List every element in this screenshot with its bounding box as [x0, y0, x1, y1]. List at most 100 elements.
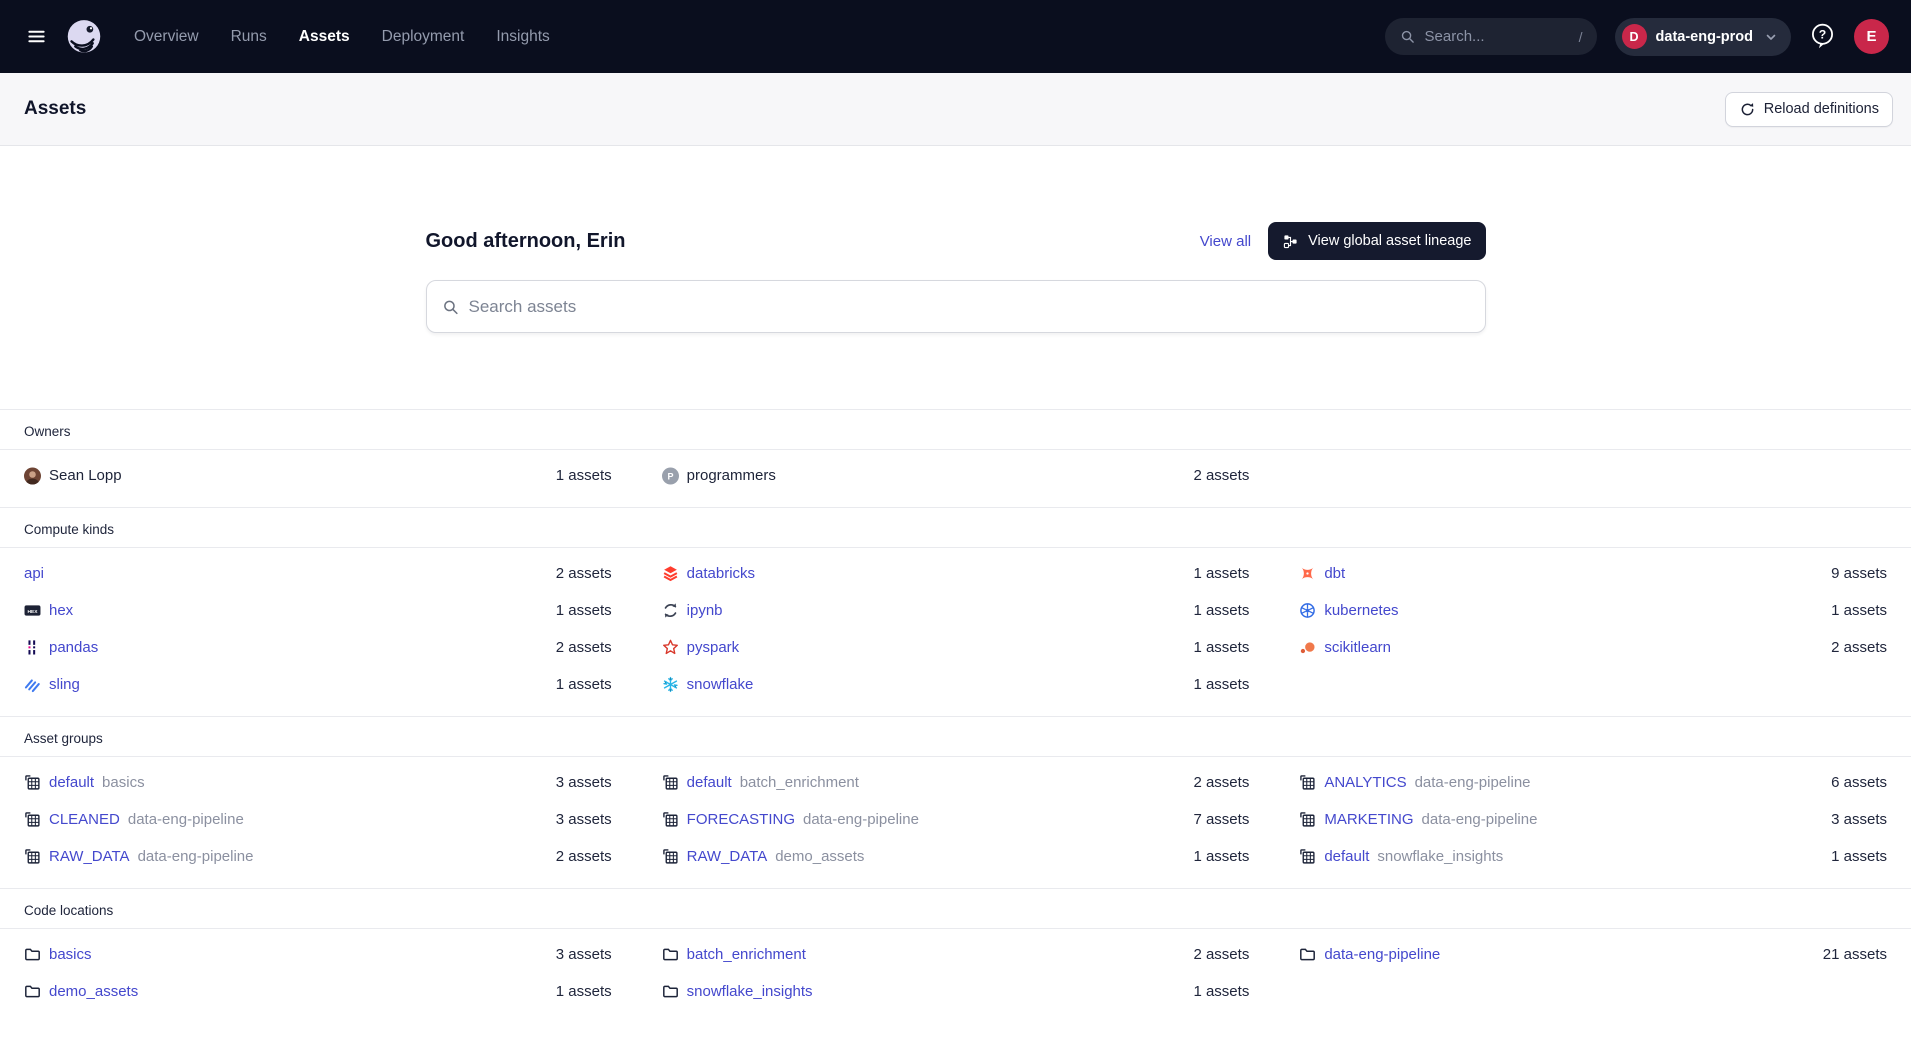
item-link[interactable]: databricks: [686, 565, 756, 582]
asset-group-icon: [662, 774, 679, 791]
search-shortcut-hint: /: [1578, 28, 1583, 45]
asset-search-box: [425, 280, 1486, 333]
asset-count: 1 assets: [1193, 602, 1250, 619]
item-link[interactable]: default: [49, 774, 95, 791]
list-item: RAW_DATA data-eng-pipeline 2 assets: [24, 838, 612, 875]
list-item: default basics 3 assets: [24, 764, 612, 801]
asset-group-icon: [1299, 811, 1316, 828]
user-avatar[interactable]: E: [1854, 19, 1889, 54]
list-item: ipynb 1 assets: [662, 592, 1250, 629]
asset-count: 2 assets: [1831, 639, 1887, 656]
asset-count: 1 assets: [1193, 676, 1250, 693]
section-grid: basics 3 assets batch_enrichment 2 asset…: [0, 929, 1911, 1023]
asset-group-icon: [24, 811, 41, 828]
global-search-input[interactable]: Search... /: [1384, 18, 1597, 55]
item-link[interactable]: batch_enrichment: [686, 946, 806, 963]
ipynb-icon: [662, 602, 679, 619]
search-icon: [1399, 28, 1416, 45]
item-link[interactable]: ipynb: [686, 602, 723, 619]
asset-count: 3 assets: [555, 946, 612, 963]
nav-item-overview[interactable]: Overview: [134, 27, 199, 45]
asset-count: 1 assets: [1831, 602, 1887, 619]
item-link[interactable]: demo_assets: [49, 983, 139, 1000]
list-item: sling 1 assets: [24, 666, 612, 703]
item-label[interactable]: Sean Lopp: [49, 467, 122, 484]
asset-group-icon: [662, 811, 679, 828]
list-item: scikitlearn 2 assets: [1299, 629, 1887, 666]
item-link[interactable]: RAW_DATA: [686, 848, 768, 865]
item-link[interactable]: snowflake_insights: [686, 983, 813, 1000]
asset-search-input[interactable]: [468, 296, 1470, 317]
asset-count: 1 assets: [555, 983, 612, 1000]
item-link[interactable]: default: [686, 774, 732, 791]
item-sublabel: data-eng-pipeline: [1414, 774, 1531, 791]
view-all-link[interactable]: View all: [1199, 232, 1252, 250]
item-link[interactable]: hex: [49, 602, 74, 619]
list-item: demo_assets 1 assets: [24, 973, 612, 1010]
item-link[interactable]: pyspark: [686, 639, 740, 656]
svg-text:HEX: HEX: [27, 609, 38, 615]
item-link[interactable]: MARKETING: [1324, 811, 1414, 828]
list-item: data-eng-pipeline 21 assets: [1299, 936, 1887, 973]
section: Owners Sean Lopp 1 assets P programmers …: [0, 409, 1911, 507]
item-link[interactable]: pandas: [49, 639, 99, 656]
item-link[interactable]: scikitlearn: [1324, 639, 1392, 656]
item-link[interactable]: ANALYTICS: [1324, 774, 1407, 791]
asset-count: 21 assets: [1822, 946, 1887, 963]
nav-item-deployment[interactable]: Deployment: [381, 27, 465, 45]
item-link[interactable]: kubernetes: [1324, 602, 1399, 619]
asset-count: 1 assets: [1193, 639, 1250, 656]
deployment-name: data-eng-prod: [1655, 28, 1753, 45]
asset-count: 1 assets: [1193, 848, 1250, 865]
asset-group-icon: [24, 774, 41, 791]
hex-icon: HEX: [24, 602, 41, 619]
item-link[interactable]: default: [1324, 848, 1370, 865]
list-item: snowflake 1 assets: [662, 666, 1250, 703]
asset-count: 2 assets: [555, 565, 612, 582]
asset-count: 1 assets: [1831, 848, 1887, 865]
item-label[interactable]: programmers: [686, 467, 776, 484]
item-link[interactable]: snowflake: [686, 676, 754, 693]
list-item: databricks 1 assets: [662, 555, 1249, 592]
scikitlearn-icon: [1299, 639, 1316, 656]
asset-count: 3 assets: [1831, 811, 1887, 828]
item-sublabel: data-eng-pipeline: [137, 848, 254, 865]
item-link[interactable]: dbt: [1324, 565, 1346, 582]
reload-definitions-button[interactable]: Reload definitions: [1724, 91, 1893, 127]
item-link[interactable]: CLEANED: [49, 811, 120, 828]
item-sublabel: demo_assets: [775, 848, 865, 865]
section-title: Asset groups: [0, 716, 1911, 757]
item-link[interactable]: FORECASTING: [686, 811, 795, 828]
item-link[interactable]: RAW_DATA: [49, 848, 130, 865]
asset-count: 2 assets: [1193, 467, 1250, 484]
list-item: kubernetes 1 assets: [1299, 592, 1887, 629]
view-global-asset-lineage-button[interactable]: View global asset lineage: [1268, 222, 1486, 260]
menu-icon[interactable]: [18, 19, 54, 55]
asset-count: 2 assets: [555, 639, 612, 656]
asset-count: 1 assets: [555, 676, 612, 693]
nav-item-insights[interactable]: Insights: [496, 27, 550, 45]
asset-count: 6 assets: [1831, 774, 1887, 791]
item-sublabel: data-eng-pipeline: [127, 811, 244, 828]
item-sublabel: data-eng-pipeline: [803, 811, 919, 828]
asset-count: 3 assets: [555, 774, 612, 791]
item-link[interactable]: sling: [49, 676, 80, 693]
nav-item-runs[interactable]: Runs: [230, 27, 267, 45]
list-item: FORECASTING data-eng-pipeline 7 assets: [662, 801, 1249, 838]
deployment-switcher[interactable]: D data-eng-prod: [1614, 17, 1791, 56]
sling-icon: [24, 676, 41, 693]
section-title: Code locations: [0, 888, 1911, 929]
item-link[interactable]: data-eng-pipeline: [1324, 946, 1441, 963]
folder-icon: [24, 983, 41, 1000]
page-title: Assets: [24, 98, 87, 119]
svg-text:?: ?: [1819, 28, 1826, 42]
global-search-placeholder: Search...: [1424, 28, 1485, 45]
section: Code locations basics 3 assets batch_enr…: [0, 888, 1911, 1023]
dagster-logo[interactable]: [64, 17, 104, 57]
item-link[interactable]: api: [24, 565, 45, 582]
hero: Good afternoon, Erin View all View globa…: [425, 222, 1486, 333]
list-item: ANALYTICS data-eng-pipeline 6 assets: [1299, 764, 1887, 801]
help-icon[interactable]: ?: [1809, 22, 1836, 51]
nav-item-assets[interactable]: Assets: [298, 27, 350, 45]
item-link[interactable]: basics: [49, 946, 92, 963]
